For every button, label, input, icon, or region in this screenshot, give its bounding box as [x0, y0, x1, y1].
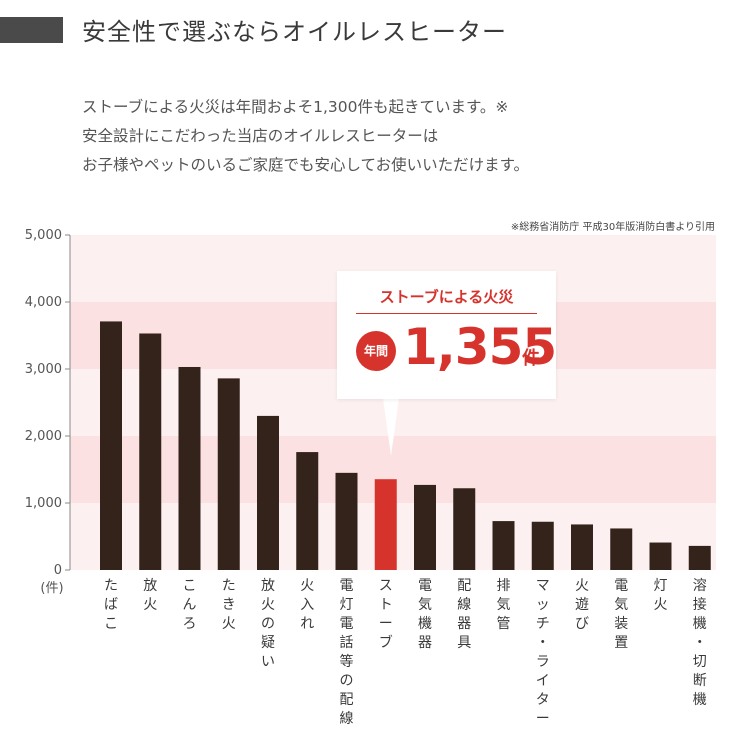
intro-line-1: ストーブによる火災は年間およそ1,300件も起きています。※	[82, 98, 509, 116]
category-label: 電気機器	[418, 578, 432, 651]
bar	[178, 366, 201, 570]
y-tick-label: 4,000	[25, 295, 62, 310]
category-label: 電気装置	[614, 578, 628, 651]
annual-badge: 年間	[356, 331, 396, 371]
y-tick-label: 1,000	[25, 496, 62, 511]
category-label: たばこ	[104, 578, 118, 632]
intro-text: ストーブによる火災は年間およそ1,300件も起きています。※ 安全設計にこだわっ…	[82, 93, 529, 180]
bar	[414, 484, 436, 570]
category-label: 電灯電話等の配線	[340, 578, 354, 727]
category-label: 火遊び	[575, 578, 589, 632]
y-tick-label: 3,000	[25, 362, 62, 377]
category-label: たき火	[222, 578, 236, 632]
category-label: 排気管	[497, 578, 511, 632]
bar	[257, 415, 279, 570]
category-label: こんろ	[183, 578, 197, 632]
bar	[296, 452, 319, 570]
page-title: 安全性で選ぶならオイルレスヒーター	[82, 18, 507, 46]
category-label: 放火の疑い	[261, 578, 275, 670]
category-label: マッチ・ライター	[536, 578, 550, 727]
category-label: 配線器具	[457, 578, 471, 651]
category-label: 灯火	[654, 578, 668, 613]
intro-line-3: お子様やペットのいるご家庭でも安心してお使いいただけます。	[82, 156, 530, 174]
bar	[492, 521, 515, 570]
bar	[688, 545, 711, 570]
bar	[571, 524, 593, 570]
callout-value: 1,355	[403, 318, 557, 376]
callout-unit: 件	[522, 348, 540, 369]
bar	[649, 542, 672, 570]
category-label: 火入れ	[300, 578, 314, 632]
bar	[374, 479, 397, 570]
y-axis-unit: (件)	[40, 581, 63, 596]
intro-line-2: 安全設計にこだわった当店のオイルレスヒーターは	[82, 127, 439, 145]
y-tick-label: 0	[54, 563, 62, 578]
bar	[139, 333, 162, 570]
bar	[531, 521, 554, 570]
source-note: ※総務省消防庁 平成30年版消防白書より引用	[510, 222, 715, 233]
category-label: ストーブ	[379, 578, 393, 651]
y-tick-label: 2,000	[25, 429, 62, 444]
bar	[100, 321, 122, 570]
bar	[610, 528, 633, 570]
callout-divider	[356, 313, 537, 314]
header-accent-bar	[0, 17, 63, 43]
callout-pointer	[383, 398, 399, 456]
bar	[217, 378, 240, 570]
callout-title: ストーブによる火災	[379, 288, 514, 306]
category-label: 放火	[143, 578, 157, 613]
bar	[453, 488, 476, 570]
category-label: 溶接機・切断機	[693, 578, 707, 708]
stove-fire-callout: ストーブによる火災 年間 1,355 件	[337, 271, 557, 399]
bar	[335, 472, 358, 570]
y-tick-label: 5,000	[25, 228, 62, 243]
